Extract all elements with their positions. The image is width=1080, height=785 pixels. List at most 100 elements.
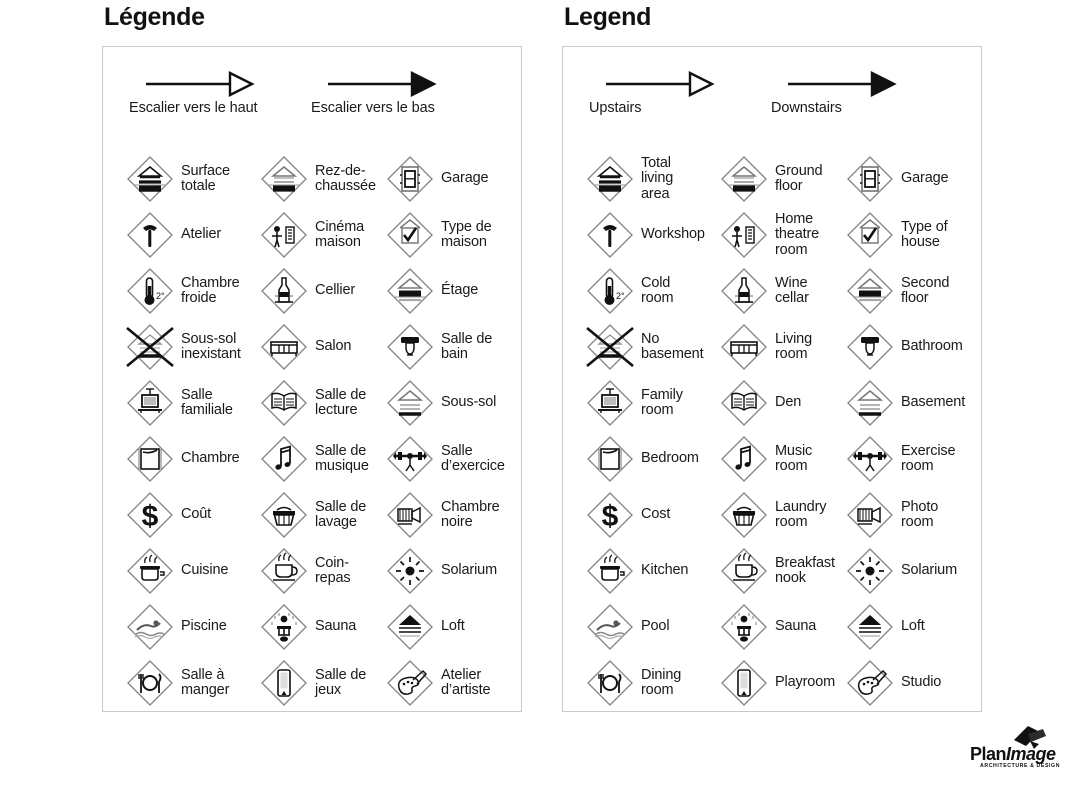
legend-entry-label: Photo room (901, 498, 939, 530)
legend-entry-pool-swimmer-en: Pool (585, 599, 719, 655)
legend-entry-bedroom-bed-en: Bedroom (585, 431, 719, 487)
legend-entry-dining-room-cutlery-fr: Salle à manger (125, 655, 259, 711)
legend-entry-label: Coin- repas (315, 554, 351, 586)
legend-entry-label: Chambre (181, 450, 240, 467)
arrow-solid-right-icon (771, 69, 921, 99)
logo-word-plan: Plan (970, 744, 1007, 764)
logo-wordmark: PlanImage (970, 744, 1056, 765)
arrow-solid-right-icon (311, 69, 461, 99)
legend-entry-label: Salle d’exercice (441, 442, 505, 474)
legend-row: Family room Den Basement (563, 375, 981, 431)
legend-entry-label: Total living area (641, 154, 674, 202)
legend-entry-label: Type of house (901, 218, 948, 250)
legend-entry-label: Dining room (641, 666, 682, 698)
workshop-hammer-icon (125, 210, 175, 260)
legend-entry-type-of-house-fr: Type de maison (385, 207, 523, 263)
legend-entry-label: Salle de musique (315, 442, 369, 474)
logo-tagline: ARCHITECTURE & DESIGN (980, 763, 1061, 769)
pool-swimmer-icon (125, 602, 175, 652)
legend-entry-playroom-fr: Salle de jeux (259, 655, 387, 711)
legend-entry-label: Cuisine (181, 562, 229, 579)
wine-cellar-icon (259, 266, 309, 316)
bathroom-toilet-icon (385, 322, 435, 372)
legend-entry-label: Sauna (775, 618, 817, 635)
dining-room-cutlery-icon (125, 658, 175, 708)
playroom-icon (259, 658, 309, 708)
family-room-tv-icon (125, 378, 175, 428)
legend-entry-type-of-house-en: Type of house (845, 207, 983, 263)
legend-entry-ground-floor-en: Ground floor (719, 151, 847, 207)
legend-entry-label: Music room (775, 442, 813, 474)
legend-entry-total-living-area-en: Total living area (585, 151, 719, 207)
legend-entry-garage-fr: Garage (385, 151, 523, 207)
legend-entry-breakfast-cup-fr: Coin- repas (259, 543, 387, 599)
legend-entry-total-living-area-fr: Surface totale (125, 151, 259, 207)
legend-entry-photo-room-fr: Chambre noire (385, 487, 523, 543)
living-room-sofa-icon (719, 322, 769, 372)
second-floor-icon (385, 266, 435, 316)
living-room-sofa-icon (259, 322, 309, 372)
legend-entry-label: Garage (441, 170, 489, 187)
stairs-legend-fr: Escalier vers le haut Escalier vers le b… (103, 69, 521, 137)
legend-entry-solarium-sun-en: Solarium (845, 543, 983, 599)
legend-entry-label: Sous-sol inexistant (181, 330, 241, 362)
stairs-down-item-fr: Escalier vers le bas (311, 69, 461, 116)
legend-entry-no-basement-fr: Sous-sol inexistant (125, 319, 259, 375)
legend-entry-exercise-room-fr: Salle d’exercice (385, 431, 523, 487)
legend-entry-label: Living room (775, 330, 812, 362)
legend-entry-label: Exercise room (901, 442, 956, 474)
legend-entry-home-theatre-fr: Cinéma maison (259, 207, 387, 263)
legend-row: Salle à manger Salle de jeux Atelier d’art… (103, 655, 521, 711)
legend-entry-label: Cost (641, 506, 671, 523)
legend-entry-label: Salle de jeux (315, 666, 367, 698)
legend-entry-label: Ground floor (775, 162, 823, 194)
legend-row: Cost Laundry room Photo room (563, 487, 981, 543)
legend-entry-kitchen-pot-fr: Cuisine (125, 543, 259, 599)
exercise-room-icon (845, 434, 895, 484)
bedroom-bed-icon (125, 434, 175, 484)
photo-room-icon (845, 490, 895, 540)
legend-entry-bathroom-toilet-en: Bathroom (845, 319, 983, 375)
legend-entry-loft-en: Loft (845, 599, 983, 655)
legend-entry-label: Bathroom (901, 338, 963, 355)
legend-entry-label: Wine cellar (775, 274, 809, 306)
legend-entry-loft-fr: Loft (385, 599, 523, 655)
arrow-outline-right-icon (589, 69, 739, 99)
legend-entry-music-room-note-fr: Salle de musique (259, 431, 387, 487)
legend-row: Dining room Playroom Studio (563, 655, 981, 711)
legend-entry-laundry-basket-en: Laundry room (719, 487, 847, 543)
den-book-icon (259, 378, 309, 428)
studio-palette-icon (845, 658, 895, 708)
legend-entry-dining-room-cutlery-en: Dining room (585, 655, 719, 711)
legend-entry-label: Coût (181, 506, 212, 523)
legend-entry-exercise-room-en: Exercise room (845, 431, 983, 487)
legend-row: Pool Sauna Loft (563, 599, 981, 655)
bathroom-toilet-icon (845, 322, 895, 372)
arrow-outline-right-icon (129, 69, 279, 99)
legend-row: Cold room Wine cellar Second floor (563, 263, 981, 319)
legend-entry-label: Atelier d’artiste (441, 666, 491, 698)
legend-entry-ground-floor-fr: Rez-de- chaussée (259, 151, 387, 207)
legend-row: Chambre Salle de musique Salle d’exercice (103, 431, 521, 487)
legend-entry-workshop-hammer-en: Workshop (585, 207, 719, 263)
legend-row: Sous-sol inexistant Salon Salle de bain (103, 319, 521, 375)
legend-entry-home-theatre-en: Home theatre room (719, 207, 847, 263)
legend-entry-label: Cinéma maison (315, 218, 365, 250)
home-theatre-icon (259, 210, 309, 260)
legend-entry-label: Laundry room (775, 498, 827, 530)
legend-entry-no-basement-en: No basement (585, 319, 719, 375)
cost-dollar-icon (125, 490, 175, 540)
legend-entry-cost-dollar-en: Cost (585, 487, 719, 543)
legend-row: Chambre froide Cellier Étage (103, 263, 521, 319)
legend-row: Atelier Cinéma maison Type de maison (103, 207, 521, 263)
legend-grid-fr: Surface totale Rez-de- chaussée Garage Atel… (103, 151, 521, 711)
exercise-room-icon (385, 434, 435, 484)
pool-swimmer-icon (585, 602, 635, 652)
legend-entry-label: Garage (901, 170, 949, 187)
legend-entry-label: Breakfast nook (775, 554, 835, 586)
loft-icon (845, 602, 895, 652)
basement-icon (845, 378, 895, 428)
legend-entry-label: Atelier (181, 226, 222, 243)
family-room-tv-icon (585, 378, 635, 428)
no-basement-icon (125, 322, 175, 372)
